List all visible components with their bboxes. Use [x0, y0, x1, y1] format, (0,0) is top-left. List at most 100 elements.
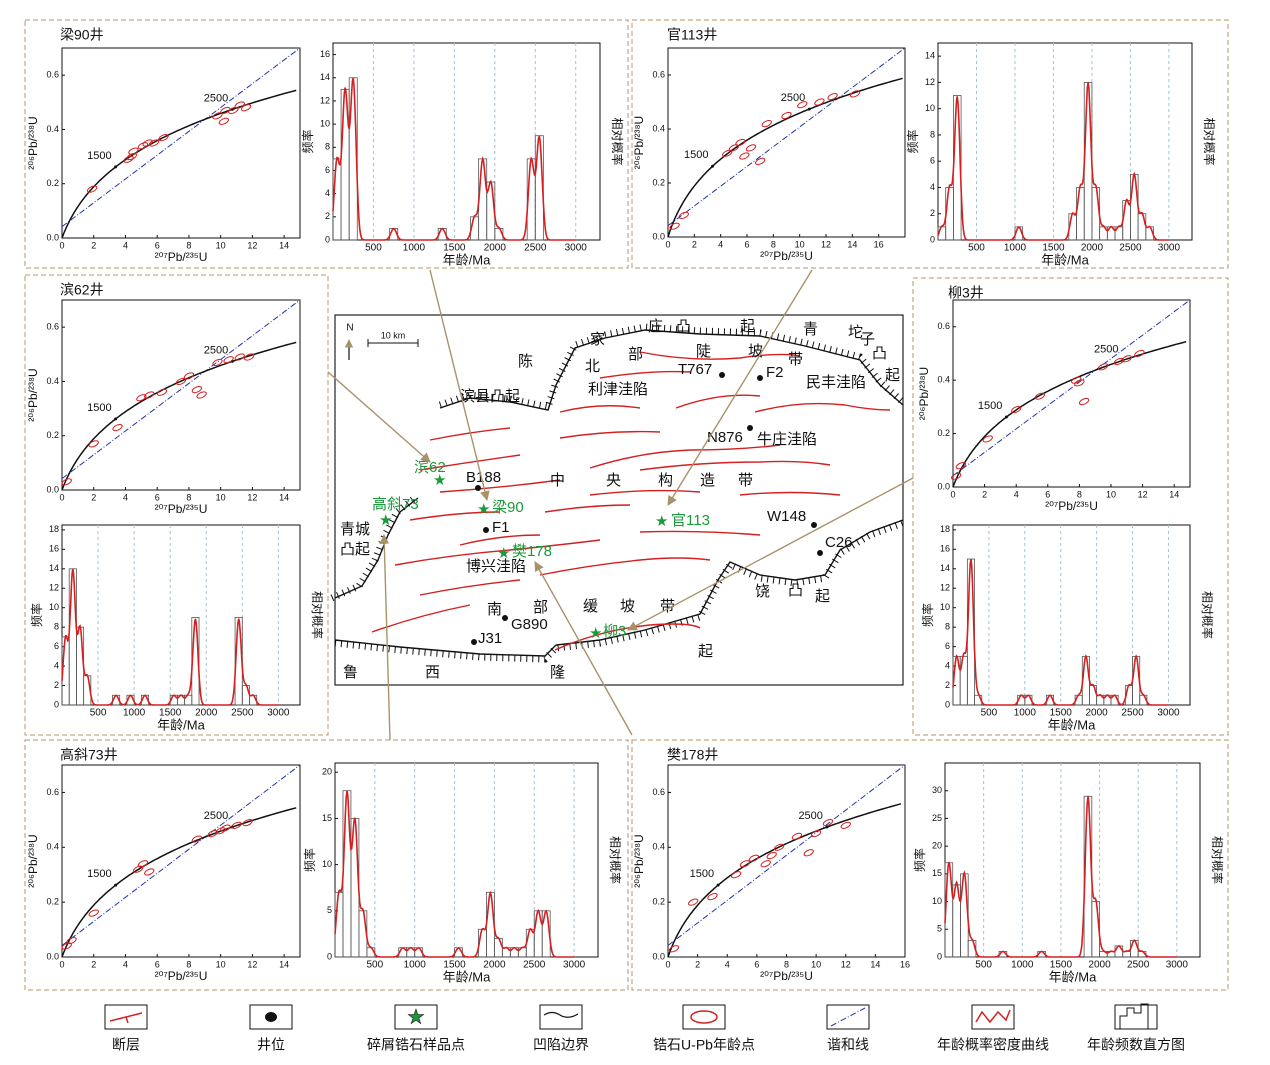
- zircon-point: [207, 829, 218, 838]
- x-tick-label: 500: [968, 243, 985, 254]
- x-tick-label: 1500: [1042, 243, 1065, 254]
- y-tick-label: 0: [945, 699, 950, 709]
- scale: 10 km: [381, 330, 406, 340]
- zircon-point: [849, 90, 861, 98]
- y-tick-label: 0.2: [46, 178, 59, 188]
- x-tick-label: 500: [981, 708, 998, 719]
- y-tick-label: 0.4: [46, 124, 59, 134]
- zircon-point: [739, 860, 751, 868]
- y-tick-label: 12: [49, 583, 59, 593]
- x-tick-label: 1000: [1014, 708, 1037, 719]
- x-axis-label: ²⁰⁷Pb/²³⁵U: [155, 969, 208, 983]
- x-tick-label: 6: [155, 240, 160, 250]
- x-tick-label: 0: [665, 959, 670, 969]
- x-tick-label: 10: [795, 239, 805, 249]
- age-marker: [1004, 415, 1008, 419]
- plot-frame: [952, 299, 1191, 488]
- depression-boundaries: [330, 323, 906, 663]
- density-curve: [952, 558, 1169, 706]
- zircon-point: [144, 868, 155, 876]
- x-tick-label: 1500: [159, 708, 182, 719]
- x-tick-label: 2000: [483, 960, 506, 971]
- x-tick-label: 8: [1077, 489, 1082, 499]
- x-tick-label: 2500: [231, 708, 254, 719]
- map-label: 部: [628, 346, 643, 363]
- concordia-curve: [667, 803, 902, 958]
- zircon-point: [748, 854, 760, 862]
- sample-star: ★: [589, 625, 602, 642]
- y-tick-label: 0.6: [652, 69, 665, 79]
- y2-axis-label: 相对概率: [310, 591, 325, 639]
- x-tick-label: 10: [216, 240, 226, 250]
- well-label: G890: [511, 616, 548, 633]
- x-tick-label: 10: [216, 492, 226, 502]
- x-axis-label: ²⁰⁷Pb/²³⁵U: [155, 502, 208, 516]
- y-tick-label: 2: [930, 208, 935, 218]
- legend-label: 年龄频数直方图: [1087, 1037, 1185, 1053]
- x-tick-label: 2000: [1086, 708, 1109, 719]
- y-tick-label: 10: [925, 103, 935, 113]
- y-axis-label: 频率: [905, 129, 920, 153]
- age-marker: [807, 107, 811, 111]
- histogram-bar: [68, 568, 77, 706]
- legend: ★ 断层 井位 碎屑锆石样品点 凹陷边界 锆石U-Pb年龄点 谐和线 年龄概率密…: [104, 1003, 1185, 1053]
- zircon-point: [810, 829, 822, 838]
- zircon-point: [678, 211, 689, 219]
- x-tick-label: 2000: [484, 243, 507, 254]
- zircon-point: [739, 152, 750, 160]
- well-label: F2: [766, 364, 784, 381]
- y-tick-label: 6: [930, 156, 935, 166]
- link-arrows: [327, 269, 914, 741]
- x-tick-label: 2000: [195, 708, 218, 719]
- y-tick-label: 0.4: [937, 375, 950, 385]
- zircon-point: [766, 851, 777, 860]
- x-tick-label: 3000: [1157, 708, 1180, 719]
- y-tick-label: 8: [945, 622, 950, 632]
- y-tick-label: 5: [937, 924, 942, 934]
- y-tick-label: 10: [49, 602, 59, 612]
- density-curve: [944, 796, 1177, 958]
- age-label: 2500: [798, 810, 822, 822]
- x-tick-label: 1000: [123, 708, 146, 719]
- x-tick-label: 2500: [1119, 243, 1142, 254]
- zircon-point: [234, 353, 245, 361]
- x-tick-label: 14: [1169, 489, 1179, 499]
- x-tick-label: 2000: [1088, 960, 1111, 971]
- zircon-point: [1071, 376, 1082, 384]
- scale-bar: [367, 339, 419, 347]
- y-tick-label: 14: [49, 563, 59, 573]
- zircon-point: [755, 157, 766, 165]
- y-axis-label: 频率: [302, 848, 317, 872]
- zircon-point: [791, 832, 803, 840]
- age-marker: [716, 883, 720, 887]
- y-tick-label: 0: [325, 234, 330, 244]
- x-tick-label: 4: [123, 240, 128, 250]
- zircon-point: [220, 106, 231, 115]
- y-tick-label: 12: [940, 583, 950, 593]
- well-label: N876: [707, 429, 743, 446]
- y-tick-label: 16: [940, 544, 950, 554]
- zircon-point: [773, 843, 785, 851]
- x-tick-label: 2000: [1081, 243, 1104, 254]
- plot-frame: [61, 299, 301, 491]
- y-axis-label: ²⁰⁶Pb/²³⁸U: [26, 834, 40, 887]
- zircon-point: [955, 462, 967, 470]
- x-tick-label: 1500: [1050, 708, 1073, 719]
- equiline: [61, 47, 301, 227]
- histogram-bar: [342, 790, 352, 958]
- zircon-point: [183, 372, 195, 380]
- map-label: 青城: [340, 521, 370, 538]
- y-tick-label: 0.0: [46, 484, 59, 494]
- y-axis-label: 频率: [300, 129, 315, 153]
- y-tick-label: 16: [320, 49, 330, 59]
- legend-label: 锆石U-Pb年龄点: [653, 1037, 755, 1053]
- panel-frame: [631, 19, 1229, 269]
- y-tick-label: 0.4: [46, 376, 59, 386]
- x-tick-label: 500: [367, 960, 384, 971]
- x-tick-label: 1000: [404, 960, 427, 971]
- y-tick-label: 4: [54, 660, 59, 670]
- x-axis-label: 年龄/Ma: [443, 252, 491, 267]
- y-tick-label: 14: [320, 72, 330, 82]
- x-tick-label: 10: [811, 959, 821, 969]
- zircon-point: [1034, 392, 1046, 400]
